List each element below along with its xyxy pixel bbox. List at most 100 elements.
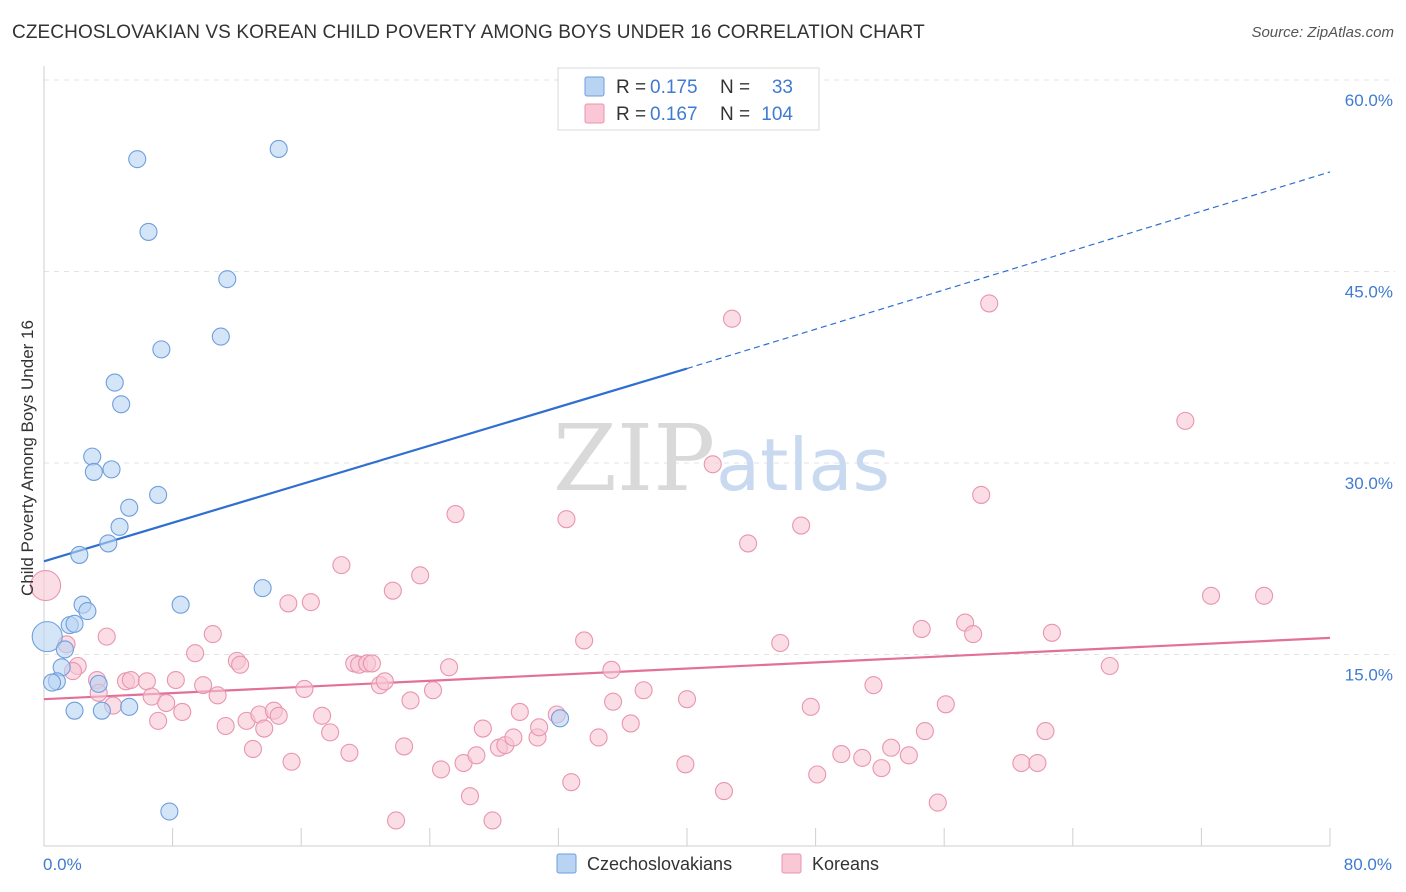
korean-point-65 xyxy=(589,728,608,747)
korean-point-53 xyxy=(467,746,486,765)
czech-point-18 xyxy=(171,595,190,614)
korean-point-49 xyxy=(440,658,459,677)
bottom-legend-swatch-pink xyxy=(781,853,802,874)
korean-point-93 xyxy=(1012,753,1031,773)
korean-point-11 xyxy=(137,672,156,691)
trendline-2 xyxy=(43,636,1331,701)
korean-point-75 xyxy=(771,633,790,653)
korean-point-98 xyxy=(1176,411,1195,430)
korean-point-76 xyxy=(792,516,811,535)
korean-point-17 xyxy=(186,644,205,663)
czech-point-15 xyxy=(99,534,118,553)
watermark-zip: ZIP xyxy=(553,405,715,512)
czech-point-10 xyxy=(84,462,103,481)
korean-point-33 xyxy=(313,706,332,725)
korean-point-10 xyxy=(121,670,140,690)
korean-point-20 xyxy=(208,686,227,705)
data-points xyxy=(30,139,1274,830)
bottom-legend-label-2: Koreans xyxy=(812,854,879,874)
source-label: Source: ZipAtlas.com xyxy=(1251,24,1394,41)
korean-point-34 xyxy=(321,723,340,742)
czech-point-33 xyxy=(160,802,179,821)
grid-lines xyxy=(44,79,1395,655)
korean-point-92 xyxy=(980,294,999,313)
czech-point-14 xyxy=(110,517,129,536)
czech-point-5 xyxy=(152,340,171,359)
korean-point-96 xyxy=(1042,623,1061,642)
czech-point-32 xyxy=(550,709,570,728)
korean-point-63 xyxy=(562,773,581,792)
legend-r-label-1: R = xyxy=(616,77,646,98)
chart-title: CZECHOSLOVAKIAN VS KOREAN CHILD POVERTY … xyxy=(12,22,925,43)
korean-point-78 xyxy=(808,765,827,784)
czech-point-12 xyxy=(149,485,168,504)
korean-point-69 xyxy=(634,681,653,700)
korean-point-27 xyxy=(255,719,274,738)
korean-point-77 xyxy=(801,697,820,716)
czech-point-17 xyxy=(253,579,272,598)
korean-point-1 xyxy=(30,570,62,602)
korean-point-73 xyxy=(722,309,742,328)
czech-point-11 xyxy=(102,460,121,479)
legend-r-value-2: 0.167 xyxy=(650,104,698,125)
korean-point-81 xyxy=(864,676,883,695)
korean-point-104 xyxy=(279,594,298,613)
czech-point-3 xyxy=(139,222,158,241)
korean-point-68 xyxy=(621,714,640,733)
korean-point-102 xyxy=(677,690,697,709)
legend-n-label-2: N = xyxy=(720,104,750,125)
korean-point-48 xyxy=(432,760,451,779)
korean-point-83 xyxy=(882,738,901,757)
legend-n-value-1: 33 xyxy=(772,77,793,98)
korean-point-3 xyxy=(97,627,116,646)
czech-point-23 xyxy=(31,621,63,653)
y-tick-label-4: 60.0% xyxy=(1345,91,1393,110)
korean-point-62 xyxy=(557,510,576,529)
czech-point-24 xyxy=(55,640,74,659)
korean-point-29 xyxy=(269,706,288,725)
korean-point-55 xyxy=(483,811,502,830)
korean-point-21 xyxy=(216,716,235,736)
korean-point-16 xyxy=(173,702,192,722)
korean-point-79 xyxy=(832,745,851,764)
legend-n-value-2: 104 xyxy=(761,104,793,125)
czech-point-22 xyxy=(65,614,84,633)
korean-point-82 xyxy=(872,759,891,778)
y-tick-label-1: 15.0% xyxy=(1345,666,1393,685)
legend-r-label-2: R = xyxy=(616,104,646,125)
czech-point-4 xyxy=(218,270,237,289)
korean-point-72 xyxy=(714,782,734,801)
korean-point-91 xyxy=(972,485,991,504)
korean-point-74 xyxy=(739,534,758,553)
korean-point-45 xyxy=(401,691,420,710)
korean-point-64 xyxy=(575,631,594,650)
korean-point-66 xyxy=(602,660,621,679)
korean-point-99 xyxy=(1201,586,1221,605)
korean-point-52 xyxy=(460,787,480,806)
korean-point-46 xyxy=(411,566,430,585)
korean-point-90 xyxy=(964,625,983,644)
korean-point-36 xyxy=(340,743,359,762)
czech-point-8 xyxy=(112,395,131,414)
y-tick-labels: 15.0% 30.0% 45.0% 60.0% xyxy=(1345,91,1393,685)
legend-swatch-pink xyxy=(584,103,605,124)
czech-point-7 xyxy=(105,373,124,392)
bottom-legend-swatch-blue xyxy=(556,853,577,874)
korean-point-101 xyxy=(362,654,381,673)
korean-point-15 xyxy=(166,670,185,690)
trendline-1 xyxy=(43,367,688,563)
y-tick-label-2: 30.0% xyxy=(1345,474,1393,493)
korean-point-70 xyxy=(676,755,695,774)
korean-point-30 xyxy=(282,752,301,771)
korean-point-19 xyxy=(203,625,222,644)
x-tick-label-min: 0.0% xyxy=(43,855,82,874)
korean-point-59 xyxy=(510,702,529,722)
czech-point-29 xyxy=(65,701,84,720)
legend-r-value-1: 0.175 xyxy=(650,77,698,98)
korean-point-50 xyxy=(446,505,465,524)
x-tick-label-max: 80.0% xyxy=(1344,855,1392,874)
korean-point-32 xyxy=(301,593,320,612)
czech-point-16 xyxy=(70,545,89,564)
czech-point-9 xyxy=(83,447,102,466)
